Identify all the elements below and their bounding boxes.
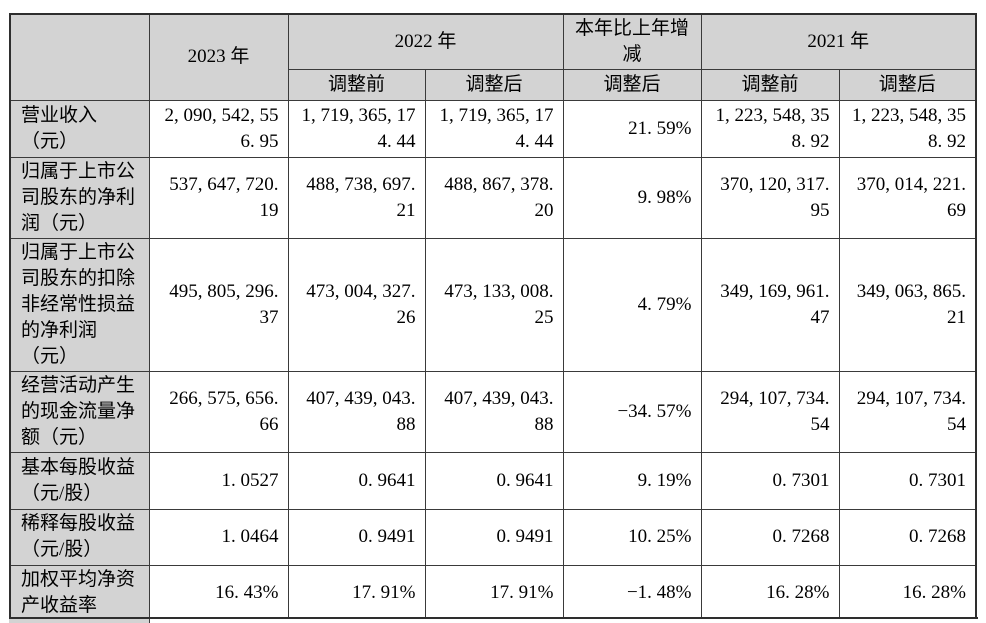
- cell-change: 9. 19%: [562, 451, 702, 510]
- cell-2021-after: 294, 107, 734. 54: [838, 370, 977, 453]
- cell-2022-after: 0. 9641: [424, 451, 564, 510]
- cell-2021-before: 0. 7268: [700, 508, 840, 566]
- cell-2021-before: 294, 107, 734. 54: [700, 370, 840, 453]
- cell-change: 9. 98%: [562, 156, 702, 239]
- cell-2023: 266, 575, 656. 66: [148, 370, 289, 453]
- row-label: 归属于上市公 司股东的扣除 非经常性损益 的净利润 （元）: [9, 237, 150, 372]
- cell-2023: 1. 0464: [148, 508, 289, 566]
- table-row-operating-cash-flow: 经营活动产生 的现金流量净 额（元） 266, 575, 656. 66 407…: [9, 370, 977, 453]
- cell-2021-after: 16. 28%: [838, 564, 977, 621]
- header-2021-adj-before: 调整前: [700, 68, 840, 101]
- cell-2021-before: 370, 120, 317. 95: [700, 156, 840, 239]
- cell-2022-after: 17. 91%: [424, 564, 564, 621]
- cell-2021-after: 0. 7268: [838, 508, 977, 566]
- row-label: 营业收入 （元）: [9, 99, 150, 158]
- table-row-weighted-avg-roe: 加权平均净资 产收益率 16. 43% 17. 91% 17. 91% −1. …: [9, 564, 977, 621]
- header-year-2023: 2023 年: [148, 13, 289, 101]
- cell-2021-after: 0. 7301: [838, 451, 977, 510]
- table-row-basic-eps: 基本每股收益 （元/股） 1. 0527 0. 9641 0. 9641 9. …: [9, 451, 977, 510]
- cell-2022-before: 473, 004, 327. 26: [287, 237, 426, 372]
- row-label: 加权平均净资 产收益率: [9, 564, 150, 621]
- cell-change: −34. 57%: [562, 370, 702, 453]
- header-year-2021: 2021 年: [700, 13, 977, 70]
- cell-2022-after: 473, 133, 008. 25: [424, 237, 564, 372]
- header-row-adjustments: 调整前 调整后 调整后 调整前 调整后: [10, 68, 977, 101]
- cell-change: 10. 25%: [562, 508, 702, 566]
- cell-2021-before: 349, 169, 961. 47: [700, 237, 840, 372]
- cell-2022-before: 0. 9641: [287, 451, 426, 510]
- cell-2023: 16. 43%: [148, 564, 289, 621]
- row-label: 经营活动产生 的现金流量净 额（元）: [9, 370, 150, 453]
- row-label: 基本每股收益 （元/股）: [9, 451, 150, 510]
- header-year-2022: 2022 年: [287, 13, 564, 70]
- cell-2022-after: 0. 9491: [424, 508, 564, 566]
- cell-2022-after: 1, 719, 365, 17 4. 44: [424, 99, 564, 158]
- header-change-adj-after: 调整后: [562, 68, 702, 101]
- cell-2023: 495, 805, 296. 37: [148, 237, 289, 372]
- next-row-fragment: [9, 617, 978, 623]
- cell-2021-after: 349, 063, 865. 21: [838, 237, 977, 372]
- header-2022-adj-before: 调整前: [287, 68, 426, 101]
- cell-2021-after: 370, 014, 221. 69: [838, 156, 977, 239]
- financial-summary-table: 2023 年 2022 年 本年比上年增 减 2021 年 调整前 调整后 调整…: [9, 13, 977, 622]
- cell-2021-after: 1, 223, 548, 35 8. 92: [838, 99, 977, 158]
- header-change-yoy: 本年比上年增 减: [562, 13, 702, 70]
- cell-2023: 1. 0527: [148, 451, 289, 510]
- cell-2022-before: 488, 738, 697. 21: [287, 156, 426, 239]
- cell-change: 4. 79%: [562, 237, 702, 372]
- table-row-net-profit-excl-nonrecurring: 归属于上市公 司股东的扣除 非经常性损益 的净利润 （元） 495, 805, …: [9, 237, 977, 372]
- cell-2021-before: 0. 7301: [700, 451, 840, 510]
- next-row-label-stub: [9, 619, 150, 623]
- cell-2022-after: 407, 439, 043. 88: [424, 370, 564, 453]
- header-2021-adj-after: 调整后: [838, 68, 977, 101]
- header-row-years: 2023 年 2022 年 本年比上年增 减 2021 年: [9, 13, 977, 101]
- cell-change: −1. 48%: [562, 564, 702, 621]
- header-blank-cell: [9, 13, 150, 101]
- cell-2021-before: 1, 223, 548, 35 8. 92: [700, 99, 840, 158]
- cell-change: 21. 59%: [562, 99, 702, 158]
- row-label: 稀释每股收益 （元/股）: [9, 508, 150, 566]
- row-label: 归属于上市公 司股东的净利 润（元）: [9, 156, 150, 239]
- cell-2022-after: 488, 867, 378. 20: [424, 156, 564, 239]
- table-row-net-profit: 归属于上市公 司股东的净利 润（元） 537, 647, 720. 19 488…: [9, 156, 977, 239]
- cell-2023: 537, 647, 720. 19: [148, 156, 289, 239]
- table-row-diluted-eps: 稀释每股收益 （元/股） 1. 0464 0. 9491 0. 9491 10.…: [9, 508, 977, 566]
- cell-2022-before: 1, 719, 365, 17 4. 44: [287, 99, 426, 158]
- cell-2022-before: 17. 91%: [287, 564, 426, 621]
- table-row-operating-revenue: 营业收入 （元） 2, 090, 542, 55 6. 95 1, 719, 3…: [9, 99, 977, 158]
- cell-2022-before: 0. 9491: [287, 508, 426, 566]
- cell-2023: 2, 090, 542, 55 6. 95: [148, 99, 289, 158]
- cell-2021-before: 16. 28%: [700, 564, 840, 621]
- header-2022-adj-after: 调整后: [424, 68, 564, 101]
- cell-2022-before: 407, 439, 043. 88: [287, 370, 426, 453]
